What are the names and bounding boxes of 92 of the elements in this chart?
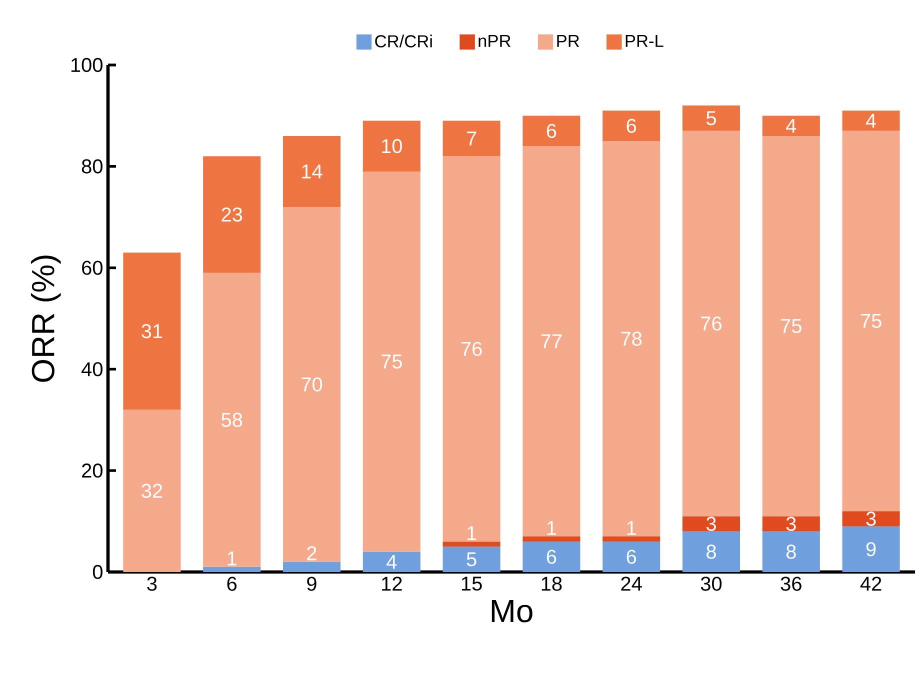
bar	[602, 536, 660, 542]
bar	[682, 106, 740, 131]
data-label: 3	[866, 512, 876, 526]
bar	[842, 110, 900, 131]
bar	[282, 206, 341, 562]
x-tick-label: 15	[462, 576, 482, 591]
bar	[203, 272, 261, 567]
x-tick-label: 24	[621, 576, 642, 591]
y-tick-label: 80	[82, 159, 102, 174]
bar	[442, 120, 500, 156]
bar	[842, 511, 900, 526]
data-label: 32	[142, 484, 162, 498]
x-tick-label: 3	[147, 576, 157, 591]
data-label: 1	[547, 521, 556, 535]
data-label: 3	[786, 516, 796, 531]
bar	[123, 252, 181, 410]
data-label: 6	[546, 124, 556, 138]
y-tick-label: 60	[82, 260, 102, 275]
bar	[362, 552, 420, 572]
bar	[762, 136, 820, 516]
bar	[442, 546, 500, 572]
x-tick-label: 9	[307, 576, 316, 591]
data-label: 8	[786, 544, 796, 559]
bar	[123, 410, 181, 572]
bar	[602, 110, 660, 142]
bar	[442, 156, 500, 542]
data-label: 3	[706, 516, 716, 531]
bar	[442, 542, 500, 547]
x-tick-label: 36	[780, 576, 802, 591]
data-label: 58	[222, 412, 242, 427]
legend-label: PR	[557, 35, 580, 47]
data-label: 4	[386, 554, 397, 569]
data-label: 1	[468, 526, 476, 540]
x-tick-label: 18	[542, 576, 562, 591]
data-label: 4	[786, 118, 796, 133]
data-label: 75	[781, 319, 802, 334]
data-label: 2	[307, 546, 316, 560]
bar	[282, 562, 341, 572]
bar	[762, 531, 820, 572]
data-label: 1	[627, 521, 636, 535]
bar	[522, 146, 580, 536]
bar	[682, 531, 740, 572]
data-label: 7	[467, 132, 476, 146]
bar	[602, 141, 660, 536]
x-tick-label: 42	[860, 576, 882, 591]
x-tick-label: 6	[227, 576, 237, 591]
data-label: 4	[866, 114, 876, 128]
bar	[762, 516, 820, 532]
data-label: 10	[382, 139, 402, 154]
legend-label: CR/CRi	[375, 34, 432, 48]
y-tick-label: 20	[82, 464, 102, 478]
bar	[522, 536, 580, 542]
data-label: 77	[541, 334, 562, 348]
data-label: 9	[866, 542, 876, 556]
data-label: 8	[706, 544, 716, 559]
y-tick-label: 40	[82, 362, 102, 376]
data-label: 6	[546, 550, 556, 564]
data-label: 76	[701, 316, 722, 331]
data-label: 6	[626, 118, 636, 133]
data-label: 5	[466, 552, 476, 566]
data-label: 75	[860, 314, 882, 328]
bar	[842, 526, 900, 572]
data-label: 70	[302, 377, 322, 392]
x-axis-title: Mo	[492, 600, 532, 622]
legend-label: PR-L	[626, 35, 664, 47]
x-tick-label: 12	[382, 576, 402, 591]
y-tick-label: 100	[71, 58, 102, 72]
bar	[602, 542, 660, 572]
data-label: 14	[302, 164, 322, 178]
bar	[203, 156, 261, 273]
bar	[682, 516, 740, 532]
bar	[282, 136, 341, 207]
x-tick-label: 30	[700, 576, 722, 591]
bar	[682, 130, 740, 516]
y-tick-label: 0	[92, 564, 102, 580]
data-label: 78	[621, 332, 642, 346]
bar	[522, 542, 580, 572]
data-label: 76	[461, 342, 482, 356]
bar	[522, 116, 580, 146]
data-label: 1	[228, 552, 236, 566]
bar	[362, 120, 420, 172]
y-axis-title: ORR (%)	[30, 256, 61, 382]
data-label: 31	[142, 324, 162, 338]
data-label: 23	[222, 207, 242, 222]
data-label: 5	[706, 111, 716, 126]
bar	[362, 171, 420, 552]
data-label: 6	[626, 550, 636, 564]
bar	[203, 566, 261, 572]
data-label: 75	[382, 354, 402, 369]
bar	[762, 116, 820, 136]
bar	[842, 130, 900, 512]
legend-label: nPR	[478, 35, 510, 47]
